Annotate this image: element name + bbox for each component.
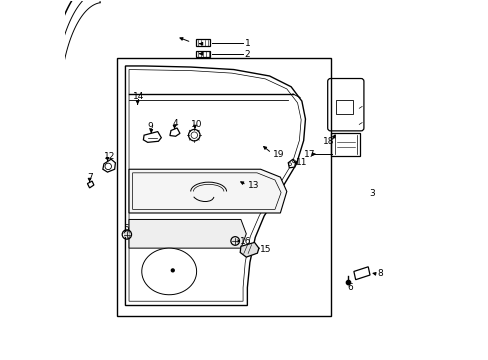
Polygon shape [287,159,295,168]
Text: 4: 4 [172,119,178,128]
Bar [117,58,330,316]
Text: 12: 12 [104,152,115,161]
Polygon shape [353,267,369,280]
Polygon shape [87,181,94,188]
Polygon shape [125,66,305,306]
Text: 19: 19 [272,150,284,159]
Polygon shape [169,128,180,136]
Circle shape [171,269,174,272]
Polygon shape [143,132,161,142]
Polygon shape [196,40,209,46]
Text: 9: 9 [147,122,153,131]
Text: 13: 13 [247,180,259,189]
Text: 10: 10 [191,120,203,129]
Text: 1: 1 [244,39,250,48]
Text: 7: 7 [87,174,93,183]
Text: 17: 17 [303,150,315,159]
Polygon shape [129,169,286,213]
Text: 8: 8 [376,269,382,278]
FancyBboxPatch shape [330,133,360,156]
Text: 3: 3 [368,189,374,198]
Text: 6: 6 [346,283,352,292]
Bar [335,100,352,114]
Circle shape [124,232,129,237]
Polygon shape [196,51,210,57]
Polygon shape [129,220,246,248]
Text: 16: 16 [239,237,251,246]
Circle shape [233,239,237,243]
Text: 15: 15 [259,246,270,255]
Text: 11: 11 [296,158,307,167]
Text: 2: 2 [244,50,250,59]
Circle shape [346,280,350,285]
Polygon shape [102,159,115,172]
Polygon shape [240,242,258,257]
FancyBboxPatch shape [327,78,363,131]
Polygon shape [142,248,196,295]
Text: 14: 14 [132,92,143,101]
Text: 5: 5 [123,224,129,233]
Polygon shape [131,107,147,113]
Text: 18: 18 [322,137,333,146]
